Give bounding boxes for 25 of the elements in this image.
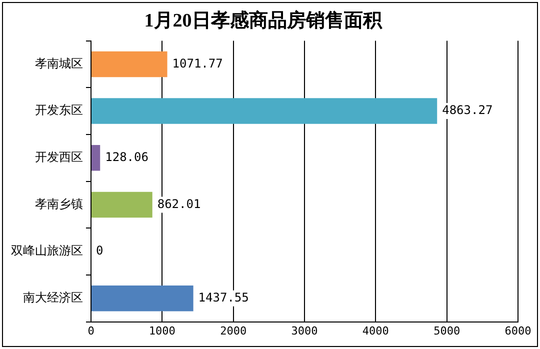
y-tick-label: 开发西区: [35, 150, 83, 164]
bar: [92, 145, 100, 171]
y-tick-label: 孝南乡镇: [35, 196, 83, 211]
y-tick-label: 孝南城区: [35, 56, 83, 70]
y-tick-label: 南大经济区: [23, 290, 83, 305]
data-label: 1437.55: [198, 290, 249, 305]
data-label: 1071.77: [172, 56, 223, 70]
y-tick-label: 开发东区: [35, 103, 83, 118]
data-label: 0: [96, 244, 104, 258]
data-label: 862.01: [157, 196, 201, 211]
x-tick-label: 0: [88, 324, 94, 338]
bar: [92, 286, 194, 312]
x-tick-label: 1000: [148, 324, 176, 338]
x-tick-label: 6000: [504, 324, 532, 338]
bar: [92, 51, 168, 78]
x-tick-label: 3000: [291, 324, 318, 338]
y-tick-label: 双峰山旅游区: [11, 244, 83, 258]
x-tick-label: 4000: [362, 324, 389, 338]
bar: [92, 192, 152, 218]
bar: [92, 98, 438, 124]
x-tick-label: 5000: [434, 324, 460, 338]
x-tick-label: 2000: [220, 324, 247, 338]
data-label: 128.06: [105, 150, 148, 164]
chart-title: 1月20日孝感商品房销售面积: [144, 9, 383, 32]
data-label: 4863.27: [442, 103, 493, 118]
